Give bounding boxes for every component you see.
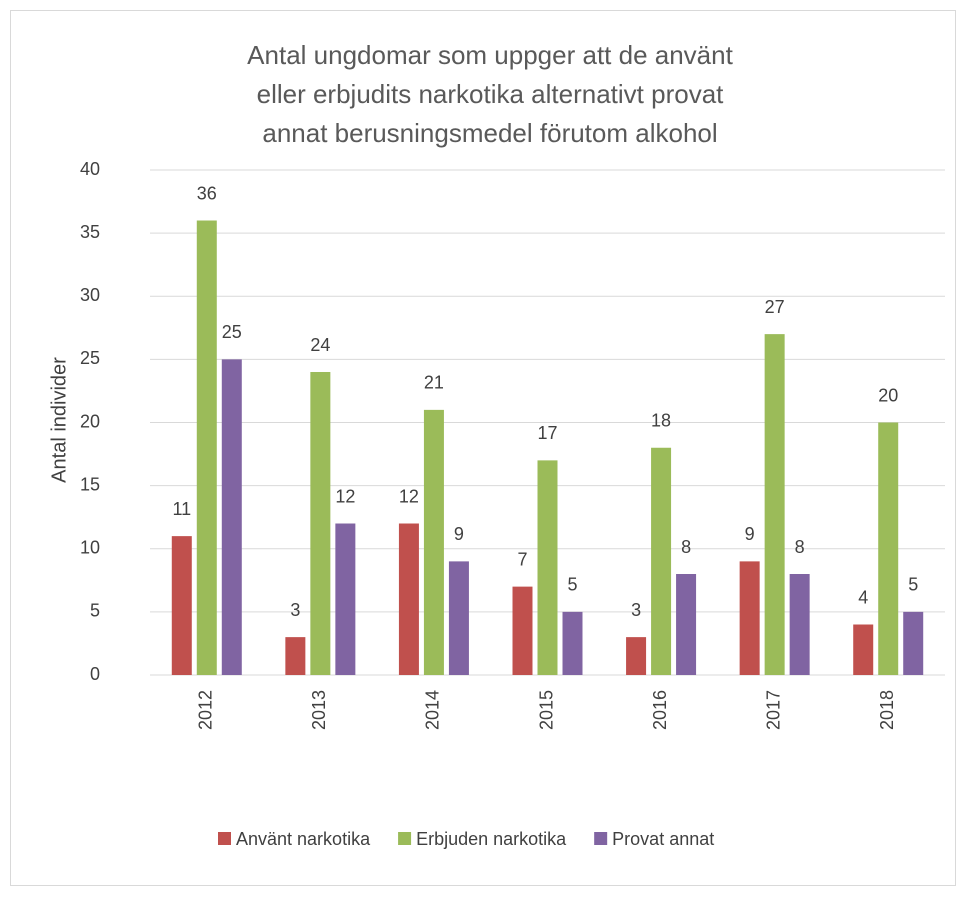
data-label: 25	[222, 322, 242, 342]
legend-swatch	[398, 832, 412, 845]
data-label: 8	[795, 537, 805, 557]
bar	[285, 637, 306, 675]
x-tick-label: 2017	[763, 690, 783, 730]
data-label: 9	[745, 524, 755, 544]
data-label: 20	[878, 385, 898, 405]
bar	[221, 359, 242, 675]
y-tick-label: 5	[90, 601, 100, 621]
bar	[764, 334, 785, 675]
bar	[537, 460, 558, 675]
bar	[789, 574, 810, 675]
data-label: 12	[335, 486, 355, 506]
data-label: 24	[310, 335, 330, 355]
y-tick-label: 35	[80, 222, 100, 242]
x-tick-label: 2016	[650, 690, 670, 730]
data-label: 3	[290, 600, 300, 620]
data-label: 18	[651, 411, 671, 431]
x-tick-label: 2014	[423, 690, 443, 730]
data-label: 36	[197, 183, 217, 203]
legend-swatch	[594, 832, 608, 845]
bar	[562, 611, 583, 675]
data-label: 12	[399, 486, 419, 506]
data-label: 8	[681, 537, 691, 557]
x-tick-label: 2012	[196, 690, 216, 730]
bar	[310, 372, 331, 675]
data-label: 4	[858, 587, 868, 607]
bar	[903, 611, 924, 675]
bar	[853, 624, 874, 675]
y-tick-label: 15	[80, 474, 100, 494]
bar	[171, 536, 192, 675]
bar	[335, 523, 356, 675]
bar	[651, 447, 672, 675]
chart-title: Antal ungdomar som uppger att de använt …	[247, 40, 733, 148]
x-tick-label: 2013	[309, 690, 329, 730]
data-label: 9	[454, 524, 464, 544]
bar	[448, 561, 469, 675]
data-label: 5	[567, 575, 577, 595]
bar	[423, 409, 444, 675]
y-axis-label: Antal individer	[48, 357, 70, 483]
x-tick-label: 2018	[877, 690, 897, 730]
legend-label: Erbjuden narkotika	[416, 829, 567, 849]
y-tick-label: 25	[80, 348, 100, 368]
data-label: 3	[631, 600, 641, 620]
bar	[196, 220, 217, 675]
y-tick-label: 20	[80, 411, 100, 431]
chart-border	[10, 10, 956, 886]
data-label: 5	[908, 575, 918, 595]
y-tick-label: 40	[80, 159, 100, 179]
bar	[739, 561, 760, 675]
bar	[878, 422, 899, 675]
x-tick-label: 2015	[536, 690, 556, 730]
data-label: 21	[424, 373, 444, 393]
y-tick-label: 0	[90, 664, 100, 684]
legend-swatch	[218, 832, 231, 845]
y-tick-label: 10	[80, 538, 100, 558]
data-label: 17	[537, 423, 557, 443]
bar	[512, 586, 533, 675]
data-label: 27	[765, 297, 785, 317]
bar	[398, 523, 419, 675]
data-label: 11	[172, 499, 191, 519]
y-tick-label: 30	[80, 285, 100, 305]
legend-label: Använt narkotika	[236, 829, 371, 849]
bar	[676, 574, 697, 675]
data-label: 7	[517, 549, 527, 569]
legend-label: Provat annat	[612, 829, 714, 849]
bar	[626, 637, 647, 675]
